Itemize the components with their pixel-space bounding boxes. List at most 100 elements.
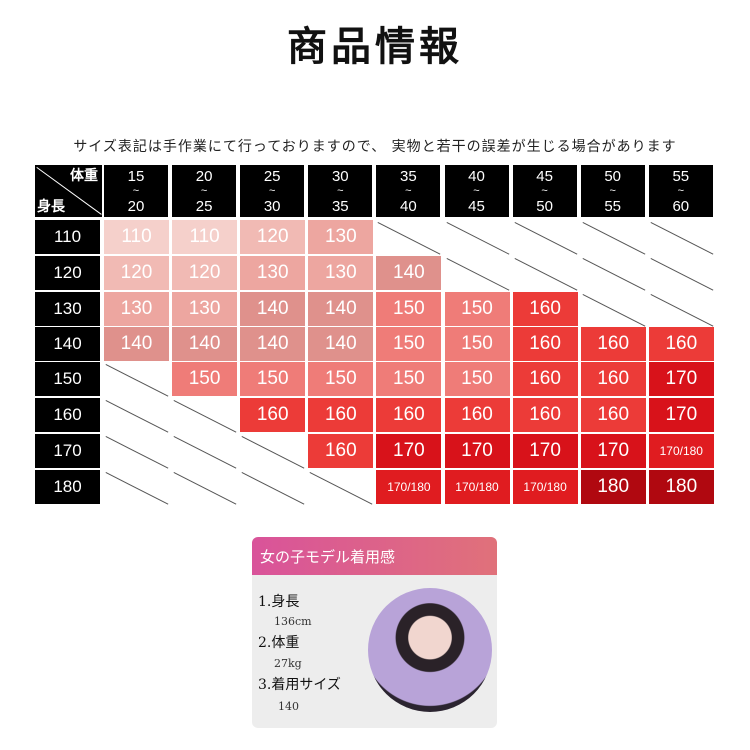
size-cell: 150 bbox=[444, 362, 510, 396]
size-cell: 170 bbox=[376, 434, 442, 468]
weight-header: 30 ~35 bbox=[308, 165, 373, 217]
weight-min: 40 bbox=[468, 167, 485, 185]
size-cell: 130 bbox=[172, 292, 238, 326]
weight-header: 55 ~60 bbox=[648, 165, 713, 217]
size-cell: 160 bbox=[308, 398, 374, 432]
size-cell: 130 bbox=[104, 292, 169, 326]
weight-header: 20 ~25 bbox=[172, 165, 237, 217]
empty-cell-slash bbox=[105, 364, 169, 397]
weight-header: 50 ~55 bbox=[580, 165, 645, 217]
size-cell: 150 bbox=[376, 292, 442, 326]
size-cell: 170/180 bbox=[444, 470, 510, 504]
empty-cell-slash bbox=[582, 258, 646, 291]
size-cell: 180 bbox=[648, 470, 714, 504]
height-label: 120 bbox=[35, 256, 100, 290]
size-cell: 160 bbox=[648, 327, 714, 361]
range-separator: ~ bbox=[541, 184, 548, 197]
corner-weight-label: 体重 bbox=[70, 167, 98, 183]
size-cell: 160 bbox=[580, 327, 646, 361]
empty-cell-slash bbox=[446, 258, 509, 291]
size-cell: 140 bbox=[104, 327, 169, 361]
size-note: サイズ表記は手作業にて行っておりますので、 実物と若干の誤差が生じる場合がありま… bbox=[73, 139, 677, 155]
size-cell: 150 bbox=[444, 292, 510, 326]
size-cell: 130 bbox=[308, 220, 374, 254]
empty-cell-slash bbox=[650, 222, 714, 255]
size-cell: 170/180 bbox=[512, 470, 578, 504]
table-corner: 体重 身長 bbox=[35, 165, 102, 217]
size-cell: 150 bbox=[376, 327, 442, 361]
size-cell: 160 bbox=[512, 362, 578, 396]
size-cell: 140 bbox=[172, 327, 238, 361]
range-separator: ~ bbox=[405, 184, 412, 197]
size-cell: 160 bbox=[308, 434, 374, 468]
height-label: 140 bbox=[35, 327, 100, 361]
size-cell: 170 bbox=[512, 434, 578, 468]
weight-header: 35 ~40 bbox=[376, 165, 441, 217]
size-cell: 170/180 bbox=[648, 434, 714, 468]
range-separator: ~ bbox=[473, 184, 480, 197]
size-cell: 160 bbox=[512, 398, 578, 432]
weight-header: 40 ~45 bbox=[444, 165, 509, 217]
weight-min: 20 bbox=[195, 167, 213, 185]
size-cell: 160 bbox=[240, 398, 306, 432]
empty-cell-slash bbox=[173, 400, 237, 433]
weight-header: 25 ~30 bbox=[240, 165, 305, 217]
size-cell: 150 bbox=[444, 327, 510, 361]
empty-cell-slash bbox=[650, 294, 714, 327]
range-separator: ~ bbox=[337, 184, 344, 197]
size-cell: 150 bbox=[308, 362, 374, 396]
size-cell: 110 bbox=[104, 220, 169, 254]
range-separator: ~ bbox=[132, 184, 140, 197]
size-cell: 140 bbox=[308, 292, 374, 326]
size-cell: 170/180 bbox=[376, 470, 442, 504]
size-cell: 120 bbox=[172, 256, 238, 290]
empty-cell-slash bbox=[582, 294, 646, 327]
weight-min: 45 bbox=[536, 167, 553, 185]
model-weight-value: 27kg bbox=[274, 657, 302, 670]
size-cell: 170 bbox=[648, 362, 714, 396]
height-label: 180 bbox=[35, 470, 100, 504]
size-cell: 120 bbox=[104, 256, 169, 290]
size-cell: 170 bbox=[648, 398, 714, 432]
weight-min: 15 bbox=[127, 167, 145, 185]
size-cell: 160 bbox=[512, 292, 578, 326]
size-cell: 140 bbox=[240, 292, 306, 326]
model-weight-label: 2.体重 bbox=[258, 635, 300, 651]
size-cell: 170 bbox=[444, 434, 510, 468]
weight-max: 40 bbox=[400, 197, 417, 215]
weight-min: 50 bbox=[604, 167, 622, 185]
empty-cell-slash bbox=[309, 472, 373, 505]
empty-cell-slash bbox=[514, 222, 577, 255]
size-cell: 160 bbox=[512, 327, 578, 361]
size-cell: 150 bbox=[172, 362, 238, 396]
empty-cell-slash bbox=[241, 436, 305, 469]
height-label: 160 bbox=[35, 398, 100, 432]
range-separator: ~ bbox=[609, 184, 616, 197]
model-size-label: 3.着用サイズ bbox=[258, 677, 341, 693]
model-size-value: 140 bbox=[278, 700, 299, 713]
size-cell: 120 bbox=[240, 220, 306, 254]
size-cell: 160 bbox=[580, 362, 646, 396]
empty-cell-slash bbox=[650, 258, 714, 291]
empty-cell-slash bbox=[105, 436, 169, 469]
size-cell: 170 bbox=[580, 434, 646, 468]
empty-cell-slash bbox=[446, 222, 509, 255]
model-photo bbox=[368, 588, 492, 712]
weight-max: 45 bbox=[468, 197, 485, 215]
weight-max: 50 bbox=[536, 197, 553, 215]
size-cell: 110 bbox=[172, 220, 238, 254]
size-cell: 140 bbox=[240, 327, 306, 361]
weight-max: 60 bbox=[672, 197, 690, 215]
size-cell: 150 bbox=[376, 362, 442, 396]
size-cell: 160 bbox=[376, 398, 442, 432]
range-separator: ~ bbox=[200, 184, 208, 197]
weight-min: 30 bbox=[331, 167, 349, 185]
empty-cell-slash bbox=[514, 258, 577, 291]
model-height-value: 136cm bbox=[274, 615, 312, 628]
weight-max: 55 bbox=[604, 197, 622, 215]
size-cell: 160 bbox=[580, 398, 646, 432]
corner-height-label: 身長 bbox=[37, 198, 65, 214]
empty-cell-slash bbox=[105, 400, 169, 433]
empty-cell-slash bbox=[173, 436, 237, 469]
